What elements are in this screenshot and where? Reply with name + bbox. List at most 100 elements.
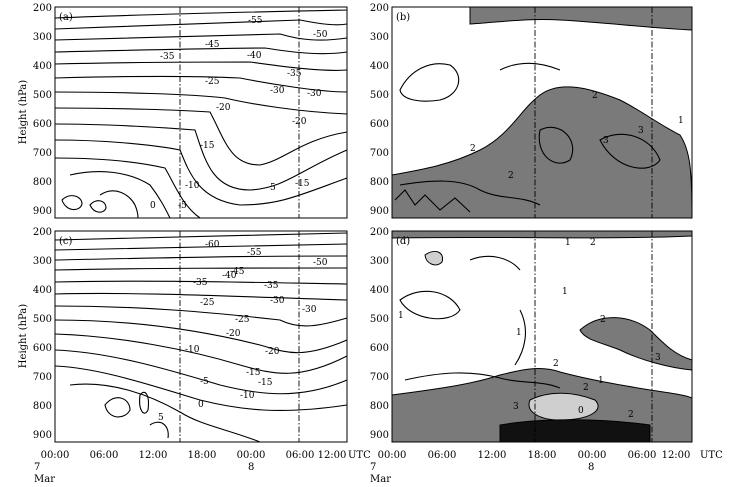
date-label: 8 (588, 462, 594, 473)
contour-label: 2 (470, 144, 476, 154)
panel-b-y-ticks: 200 300 400 500 600 700 800 900 (370, 3, 389, 217)
contour-label: -10 (185, 345, 200, 355)
contour-label: 3 (638, 126, 644, 136)
contour-line (54, 292, 348, 301)
x-tick-label: 06:00 (286, 450, 315, 461)
contour-label: 1 (598, 376, 604, 386)
contour-label: -35 (287, 69, 302, 79)
contour-line (54, 61, 348, 71)
contour-label: 2 (553, 359, 559, 369)
contour-label: 5 (270, 183, 276, 193)
contour-label: -45 (205, 40, 220, 50)
panel-d: (d) 1 2 1 1 2 2 3 1 2 1 2 0 3 200 300 40… (370, 227, 693, 443)
contour-line (54, 365, 348, 412)
y-tick-label: 500 (370, 90, 389, 101)
contour-line (54, 33, 348, 41)
x-axis-left: 00:00 06:00 12:00 18:00 00:00 06:00 12:0… (34, 450, 371, 485)
contour-label: -35 (160, 52, 175, 62)
contour-line (394, 189, 471, 213)
contour-line (54, 333, 348, 374)
contour-label: 2 (583, 383, 589, 393)
y-tick-label: 300 (370, 256, 389, 267)
contour-line (514, 309, 526, 366)
y-tick-label: 200 (370, 3, 389, 14)
panel-d-y-ticks: 200 300 400 500 600 700 800 900 (370, 227, 389, 441)
contour-line (54, 349, 348, 395)
light-shaded-region (528, 392, 599, 421)
y-tick-label: 400 (370, 285, 389, 296)
contour-line (54, 47, 348, 55)
contour-label: 2 (628, 410, 634, 420)
shaded-region (391, 86, 693, 219)
contour-label: -30 (270, 86, 285, 96)
contour-line (139, 391, 149, 414)
contour-line (399, 63, 460, 102)
contour-label: -60 (205, 240, 220, 250)
date-label: Mar (34, 474, 55, 485)
y-tick-label: 200 (33, 3, 52, 14)
contour-line (54, 157, 201, 219)
contour-line (54, 319, 348, 354)
y-tick-label: 600 (370, 343, 389, 354)
contour-label: -55 (247, 248, 262, 258)
contour-label: -25 (205, 77, 220, 87)
y-tick-label: 200 (33, 227, 52, 238)
contour-line (69, 171, 171, 219)
y-tick-label: 700 (33, 372, 52, 383)
x-tick-label: 12:00 (662, 450, 691, 461)
contour-label: -35 (264, 281, 279, 291)
contour-line (399, 290, 461, 320)
y-tick-label: 700 (370, 148, 389, 159)
panel-c-y-ticks: 200 300 400 500 600 700 800 900 (33, 227, 52, 441)
x-tick-label: 12:00 (478, 450, 507, 461)
contour-label: 3 (655, 353, 661, 363)
contour-label: -30 (302, 305, 317, 315)
panel-c-frame (54, 230, 348, 443)
contour-label: 2 (600, 315, 606, 325)
x-tick-label: 12:00 (318, 450, 347, 461)
contour-line (61, 195, 83, 211)
contour-line (54, 267, 348, 271)
contour-label: -20 (292, 117, 307, 127)
x-unit-label: UTC (348, 450, 371, 461)
panel-d-label: (d) (396, 236, 410, 247)
y-tick-label: 500 (370, 314, 389, 325)
y-tick-label: 600 (33, 119, 52, 130)
contour-line (599, 133, 661, 169)
contour-line (499, 62, 561, 71)
x-tick-label: 12:00 (139, 450, 168, 461)
y-tick-label: 800 (33, 401, 52, 412)
y-tick-label: 600 (33, 343, 52, 354)
y-tick-label: 600 (370, 119, 389, 130)
contour-line (54, 9, 348, 19)
contour-label: -55 (248, 16, 263, 26)
x-tick-label: 00:00 (378, 450, 407, 461)
panel-a-frame (54, 6, 348, 219)
y-axis-label: Height (hPa) (18, 304, 29, 368)
contour-line (54, 123, 348, 191)
panel-b-label: (b) (396, 12, 410, 23)
contour-label: -30 (307, 89, 322, 99)
contour-label: -20 (226, 329, 241, 339)
y-tick-label: 700 (33, 148, 52, 159)
contour-line (69, 383, 261, 443)
contour-label: -20 (265, 347, 280, 357)
contour-label: -50 (313, 258, 328, 268)
contour-label: -15 (258, 378, 273, 388)
contour-label: 1 (565, 238, 571, 248)
x-axis-right: 00:00 06:00 12:00 18:00 00:00 06:00 12:0… (370, 450, 723, 485)
contour-label: -25 (235, 315, 250, 325)
y-tick-label: 500 (33, 314, 52, 325)
contour-label: 3 (603, 136, 609, 146)
contour-label: 1 (562, 287, 568, 297)
x-tick-label: 06:00 (628, 450, 657, 461)
x-tick-label: 00:00 (41, 450, 70, 461)
panel-c-label: (c) (59, 236, 73, 247)
date-label: Mar (370, 474, 391, 485)
contour-label: -45 (230, 267, 245, 277)
contour-label: -15 (295, 179, 310, 189)
contour-label: -10 (185, 181, 200, 191)
y-tick-label: 700 (370, 372, 389, 383)
panel-b: (b) 2 2 3 3 2 1 200 300 400 500 600 700 … (370, 3, 693, 219)
contour-label: 2 (592, 91, 598, 101)
